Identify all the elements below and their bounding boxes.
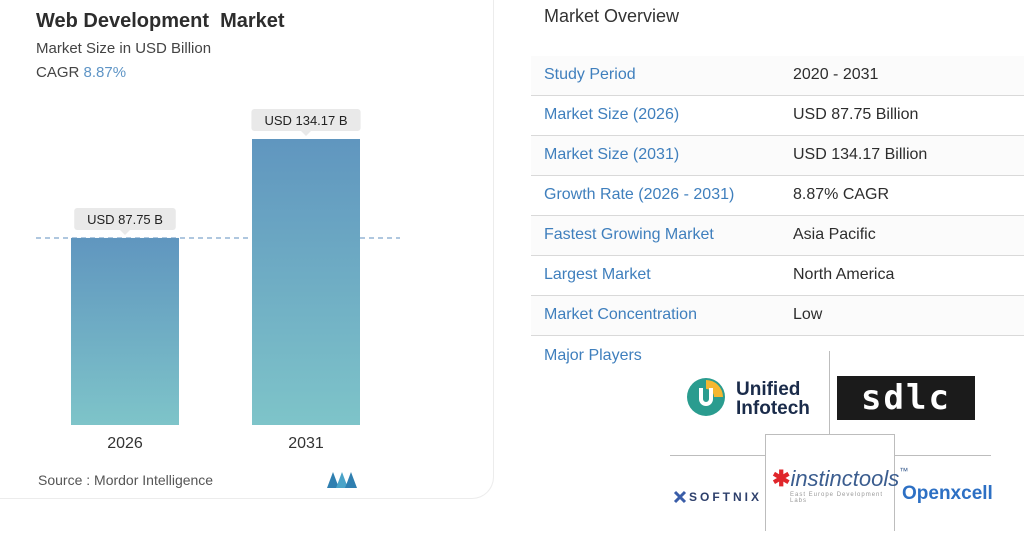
- sdlc-logo: sdlc: [837, 376, 975, 420]
- unified-infotech-icon: [687, 378, 725, 416]
- cagr-value: 8.87%: [83, 64, 127, 81]
- sdlc-logo-text: sdlc: [861, 378, 951, 418]
- softnix-text: SOFTNIX: [689, 490, 763, 504]
- overview-key: Market Size (2031): [544, 146, 680, 163]
- instinctools-logo: ✱instinctools™ East Europe Development L…: [772, 466, 908, 504]
- mordor-intelligence-icon: [327, 472, 357, 488]
- instinctools-tm: ™: [899, 466, 909, 476]
- softnix-logo: SOFTNIX: [673, 489, 763, 507]
- players-divider: [894, 434, 895, 531]
- overview-key: Largest Market: [544, 266, 651, 283]
- chart-card: Web Development Market Market Size in US…: [0, 0, 494, 499]
- players-divider: [670, 455, 765, 456]
- overview-key: Market Size (2026): [544, 106, 680, 123]
- overview-row: Market Size (2026) USD 87.75 Billion: [531, 96, 1024, 136]
- overview-value: 2020 - 2031: [793, 66, 879, 83]
- overview-title: Market Overview: [544, 6, 680, 26]
- data-label-bg: [74, 207, 176, 230]
- players-divider: [895, 455, 991, 456]
- overview-value: USD 134.17 Billion: [793, 146, 928, 163]
- overview-value: USD 87.75 Billion: [793, 106, 919, 123]
- data-label-pointer: [301, 131, 311, 136]
- source-note: Source : Mordor Intelligence: [38, 472, 214, 488]
- category-label: 2026: [107, 435, 143, 452]
- instinctools-wordmark: ✱instinctools™: [772, 466, 908, 492]
- openxcell-text: Openxcell: [902, 483, 993, 504]
- chart-title: Web Development Market: [36, 10, 285, 32]
- overview-key: Fastest Growing Market: [544, 226, 714, 243]
- overview-row: Market Concentration Low: [531, 296, 1024, 336]
- overview-value: Asia Pacific: [793, 226, 876, 243]
- overview-row: Study Period 2020 - 2031: [531, 56, 1024, 96]
- cagr-label: CAGR: [36, 64, 80, 81]
- data-label: USD 134.17 B: [264, 113, 347, 128]
- instinctools-star-icon: ✱: [772, 466, 791, 491]
- unified-infotech-line2: Infotech: [736, 398, 810, 419]
- data-label-bg: [251, 109, 361, 131]
- players-divider: [829, 351, 830, 435]
- overview-value: North America: [793, 266, 895, 283]
- bar-chart: USD 87.75 B 2026 USD 134.17 B 2031: [36, 109, 400, 452]
- overview-row: Largest Market North America: [531, 256, 1024, 296]
- instinctools-text: instinctools: [790, 466, 900, 491]
- bar-2031: [252, 139, 360, 425]
- data-label-pointer: [120, 229, 130, 235]
- bar-2026: [71, 237, 179, 425]
- unified-infotech-logo: Unified Infotech: [686, 377, 816, 421]
- overview-key: Market Concentration: [544, 306, 697, 323]
- category-label: 2031: [288, 435, 324, 452]
- overview-key: Growth Rate (2026 - 2031): [544, 186, 735, 203]
- instinctools-tagline: East Europe Development Labs: [790, 492, 884, 504]
- chart-subtitle: Market Size in USD Billion: [36, 40, 212, 57]
- cagr-line: CAGR 8.87%: [36, 64, 126, 81]
- major-players-label: Major Players: [544, 347, 642, 364]
- softnix-icon: [673, 490, 687, 504]
- overview-value: Low: [793, 306, 823, 323]
- openxcell-logo: Openxcell: [902, 483, 993, 505]
- overview-row: Market Size (2031) USD 134.17 Billion: [531, 136, 1024, 176]
- unified-infotech-line1: Unified: [736, 379, 801, 400]
- overview-table: Study Period 2020 - 2031 Market Size (2026…: [531, 56, 1024, 336]
- players-divider: [765, 434, 895, 435]
- overview-key: Study Period: [544, 66, 636, 83]
- overview-value: 8.87% CAGR: [793, 186, 890, 203]
- overview-row: Growth Rate (2026 - 2031) 8.87% CAGR: [531, 176, 1024, 216]
- data-label: USD 87.75 B: [87, 212, 163, 227]
- overview-row: Fastest Growing Market Asia Pacific: [531, 216, 1024, 256]
- players-divider: [765, 434, 766, 531]
